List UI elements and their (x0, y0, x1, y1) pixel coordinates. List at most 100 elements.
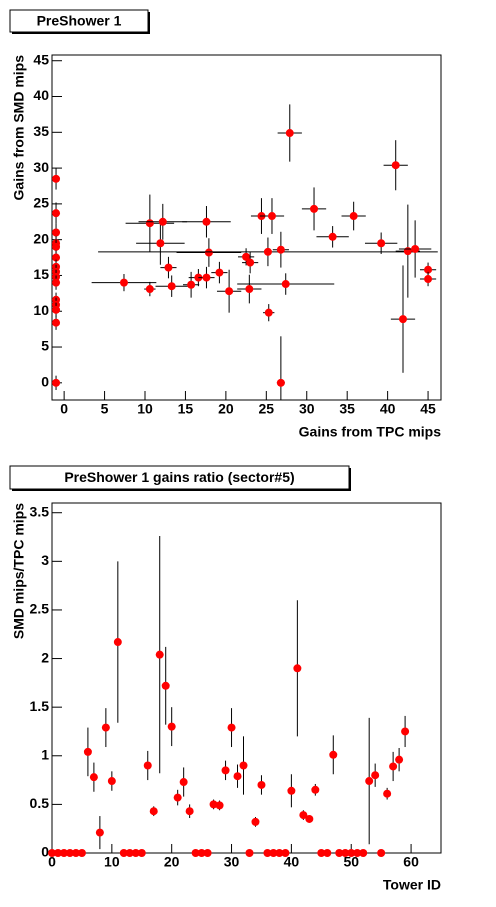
data-point (145, 219, 154, 228)
data-point (275, 849, 284, 857)
data-point (398, 315, 407, 324)
data-point (164, 263, 173, 272)
data-point (389, 762, 398, 771)
y-tick-label: 5 (41, 338, 49, 354)
data-point (89, 773, 98, 782)
data-point (149, 807, 158, 816)
x-tick-label: 60 (403, 854, 419, 870)
data-point (167, 282, 176, 291)
data-point (52, 278, 61, 287)
data-point (204, 248, 213, 257)
plot-frame (51, 54, 442, 401)
data-point (267, 212, 276, 221)
data-point (239, 761, 248, 770)
x-tick-label: 20 (218, 401, 234, 417)
data-point (293, 664, 302, 673)
data-point (233, 772, 242, 781)
data-point (156, 239, 165, 248)
data-point (257, 780, 266, 789)
data-point (311, 785, 320, 794)
data-point (173, 793, 182, 802)
y-tick-label: 3.5 (30, 503, 50, 519)
data-point (263, 247, 272, 256)
data-point (401, 727, 410, 736)
y-tick-label: 1 (41, 746, 49, 762)
data-point (329, 750, 338, 759)
data-point (317, 849, 326, 857)
data-point (71, 849, 80, 857)
x-tick-label: 5 (101, 401, 109, 417)
y-tick-label: 30 (33, 159, 49, 175)
x-tick-label: 40 (380, 401, 396, 417)
data-point (328, 232, 337, 241)
data-point (185, 807, 194, 816)
data-point (299, 811, 308, 820)
data-point (371, 771, 380, 780)
data-point (158, 217, 167, 226)
data-point (101, 723, 110, 732)
data-point (52, 378, 61, 387)
data-point (53, 849, 62, 857)
data-point (349, 212, 358, 221)
data-point (167, 722, 176, 731)
data-point (202, 217, 211, 226)
data-point (347, 849, 356, 857)
data-point (403, 247, 412, 256)
data-point (155, 650, 164, 659)
data-point (137, 849, 146, 857)
y-tick-label: 2 (41, 649, 49, 665)
data-point (203, 849, 212, 857)
data-point (365, 777, 374, 786)
data-point (245, 285, 254, 294)
plot-frame (51, 502, 442, 854)
data-point (131, 849, 140, 857)
x-tick-label: 50 (343, 854, 359, 870)
x-tick-label: 25 (259, 401, 275, 417)
y-tick-label: 0 (41, 374, 49, 390)
x-tick-label: 35 (339, 401, 355, 417)
y-tick-label: 0.5 (30, 795, 50, 811)
data-point (145, 285, 154, 294)
y-tick-label: 10 (33, 302, 49, 318)
y-axis-label: SMD mips/TPC mips (11, 503, 27, 639)
data-point (246, 258, 255, 267)
data-point (251, 817, 260, 826)
data-point (281, 849, 290, 857)
x-tick-label: 10 (104, 854, 120, 870)
data-point (52, 228, 61, 237)
data-point (179, 778, 188, 787)
data-point (269, 849, 278, 857)
data-point (391, 161, 400, 170)
data-point (119, 278, 128, 287)
data-point (77, 849, 86, 857)
y-tick-label: 35 (33, 123, 49, 139)
data-point (263, 849, 272, 857)
data-point (411, 244, 420, 253)
y-axis-label: Gains from SMD mips (11, 55, 27, 201)
data-point (202, 273, 211, 282)
data-point (245, 849, 254, 857)
chart-title: PreShower 1 (37, 13, 122, 29)
y-tick-label: 45 (33, 51, 49, 67)
data-point (59, 849, 68, 857)
data-point (215, 268, 224, 277)
x-tick-label: 30 (299, 401, 315, 417)
y-tick-label: 20 (33, 230, 49, 246)
data-point (48, 849, 56, 857)
x-tick-label: 45 (420, 401, 436, 417)
data-point (310, 204, 319, 213)
data-point (191, 849, 200, 857)
data-point (161, 681, 170, 690)
y-tick-label: 40 (33, 87, 49, 103)
data-point (52, 318, 61, 327)
data-point (424, 265, 433, 274)
data-point (209, 800, 218, 809)
data-point (119, 849, 128, 857)
x-tick-label: 0 (60, 401, 68, 417)
data-point (377, 239, 386, 248)
data-point (65, 849, 74, 857)
data-point (383, 789, 392, 798)
x-axis-label: Gains from TPC mips (299, 424, 442, 440)
x-axis-label: Tower ID (383, 877, 441, 893)
